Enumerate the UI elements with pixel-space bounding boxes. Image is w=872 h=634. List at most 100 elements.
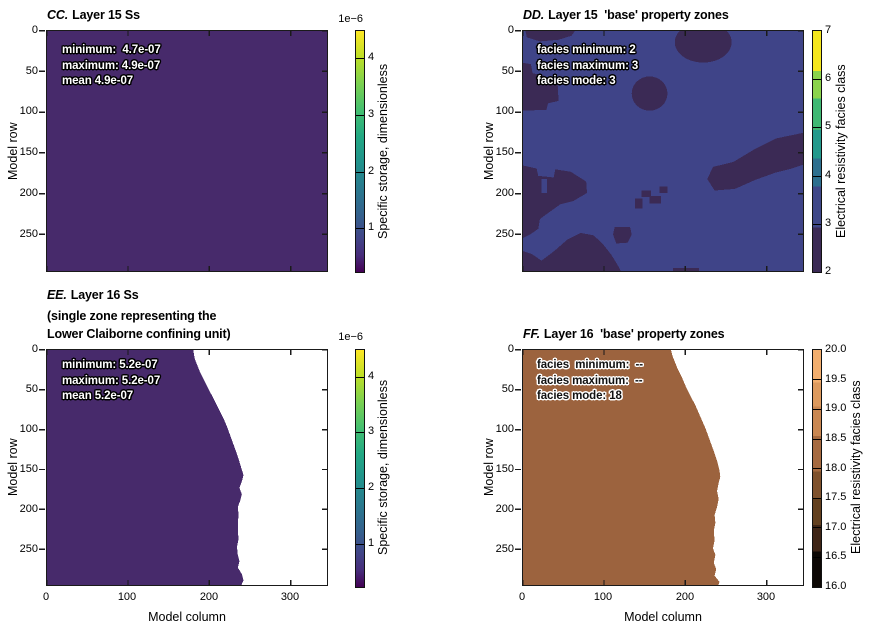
ee-cbl-3: 3 [368, 425, 375, 437]
cc-cbl-4: 4 [368, 51, 375, 63]
dd-stat-min: facies minimum: 2 [537, 44, 636, 56]
cc-axis-ticks-left [39, 30, 45, 272]
ee-axis-ticks-right [322, 349, 328, 586]
ytick-150: 150 [495, 146, 514, 158]
cc-axis-ticks-right [322, 30, 328, 272]
dd-axis-ticks-bottom [522, 266, 804, 272]
ff-stat-max: facies maximum: -- [537, 374, 643, 387]
ee-cbl-2: 2 [368, 481, 375, 493]
dd-cbl-3: 3 [825, 217, 832, 229]
ff-cb-tick-17.5 [813, 498, 821, 500]
panel-ee-subtitle-1: (single zone representing the [47, 309, 217, 323]
ytick-50: 50 [501, 65, 514, 77]
ff-cbl-16.0: 16.0 [825, 580, 847, 592]
cc-cb-tick-2 [356, 172, 364, 174]
cc-colorbar-label: Specific storage, dimensionless [376, 63, 390, 239]
dd-stat-max: facies maximum: 3 [537, 59, 639, 72]
ee-stat-min: minimum: 5.2e-07 [62, 359, 158, 371]
dd-axis-ticks-left [515, 30, 521, 272]
panel-cc-title-text: Layer 15 Ss [72, 8, 140, 22]
ee-cb-tick-4 [356, 377, 364, 379]
ee-axis-ticks-bottom [46, 580, 328, 586]
ff-colorbar [812, 349, 822, 588]
dd-facies2-patch [649, 196, 661, 204]
ff-cbl-20.0: 20.0 [825, 343, 847, 355]
dd-facies2-patch [659, 186, 668, 193]
cc-axis-ticks-top [46, 30, 328, 36]
cc-colorbar [355, 30, 365, 273]
dd-ylabel: Model row [482, 122, 496, 180]
ytick-250: 250 [19, 228, 38, 240]
cc-stat-mean: mean 4.9e-07 [62, 75, 134, 87]
ytick-50: 50 [25, 383, 38, 395]
ee-stat-mean: mean 5.2e-07 [62, 390, 134, 402]
ytick-0: 0 [31, 343, 38, 355]
ff-cb-tick-16.5 [813, 557, 821, 559]
ytick-50: 50 [25, 65, 38, 77]
ee-cb-tick-2 [356, 488, 364, 490]
ytick-200: 200 [495, 187, 514, 199]
xtick-200: 200 [199, 591, 219, 603]
ff-cb-tick-18.5 [813, 439, 821, 441]
ff-ylabel: Model row [482, 438, 496, 497]
dd-axis-ticks-top [522, 30, 804, 36]
ytick-100: 100 [495, 423, 514, 435]
ff-colorbar-label: Electrical resistivity facies class [849, 380, 863, 555]
dd-facies2-patch [522, 62, 559, 111]
xtick-100: 100 [117, 591, 137, 603]
ff-cbl-19.0: 19.0 [825, 402, 847, 414]
cc-cbl-1: 1 [368, 221, 375, 233]
ff-map-svg [522, 349, 721, 586]
cc-colorbar-offset-label: 1e−6 [338, 13, 363, 25]
cc-axis-ticks-bottom [46, 266, 328, 272]
dd-axis-ticks-right [798, 30, 804, 272]
dd-stats-annotation: facies minimum: 2 facies maximum: 3 faci… [537, 43, 638, 90]
ytick-100: 100 [19, 423, 38, 435]
ff-cbl-17.5: 17.5 [825, 491, 847, 503]
cc-stat-min: minimum: 4.7e-07 [62, 44, 161, 56]
ff-single-zone [522, 349, 721, 586]
ee-colorbar [355, 349, 365, 588]
dd-colorbar-label: Electrical resistivity facies class [834, 64, 848, 238]
cc-cb-tick-1 [356, 228, 364, 230]
panel-dd-letter: DD. [523, 8, 545, 22]
panel-ee-title: EE. Layer 16 Ss [47, 288, 139, 302]
ff-cbl-17.0: 17.0 [825, 521, 847, 533]
ytick-200: 200 [19, 187, 38, 199]
ee-cbl-4: 4 [368, 370, 375, 382]
ff-cb-tick-19.5 [813, 379, 821, 381]
panel-ff-title-text: Layer 16 'base' property zones [543, 327, 725, 341]
cc-stat-max: maximum: 4.9e-07 [62, 59, 161, 72]
ytick-0: 0 [507, 343, 514, 355]
ee-axis-ticks-top [46, 349, 328, 355]
ytick-250: 250 [495, 228, 514, 240]
ff-stat-mode: facies mode: 18 [537, 390, 622, 402]
ytick-100: 100 [19, 105, 38, 117]
ee-xlabel: Model column [148, 610, 226, 624]
ff-axis-ticks-right [798, 349, 804, 586]
panel-cc-title: CC. Layer 15 Ss [47, 8, 140, 22]
cc-cb-tick-3 [356, 115, 364, 117]
ff-axis-ticks-top [522, 349, 804, 355]
ee-map-svg [46, 349, 244, 586]
ee-cb-tick-1 [356, 544, 364, 546]
ytick-150: 150 [19, 463, 38, 475]
xtick-100: 100 [593, 591, 613, 603]
dd-colorbar [812, 30, 822, 273]
ff-xlabel: Model column [624, 610, 702, 624]
xtick-200: 200 [675, 591, 695, 603]
dd-facies2-patch [613, 227, 632, 244]
ee-cbl-1: 1 [368, 537, 375, 549]
ff-axis-ticks-left [515, 349, 521, 586]
ytick-200: 200 [19, 503, 38, 515]
ytick-100: 100 [495, 105, 514, 117]
cc-cbl-2: 2 [368, 165, 375, 177]
dd-cbl-6: 6 [825, 72, 832, 84]
ff-cb-tick-17.0 [813, 527, 821, 529]
dd-stat-mode: facies mode: 3 [537, 75, 616, 87]
dd-cb-tick-5 [813, 127, 821, 129]
panel-ff-title: FF. Layer 16 'base' property zones [523, 327, 725, 341]
dd-facies2-patch [674, 30, 732, 63]
dd-map-svg [522, 30, 804, 272]
